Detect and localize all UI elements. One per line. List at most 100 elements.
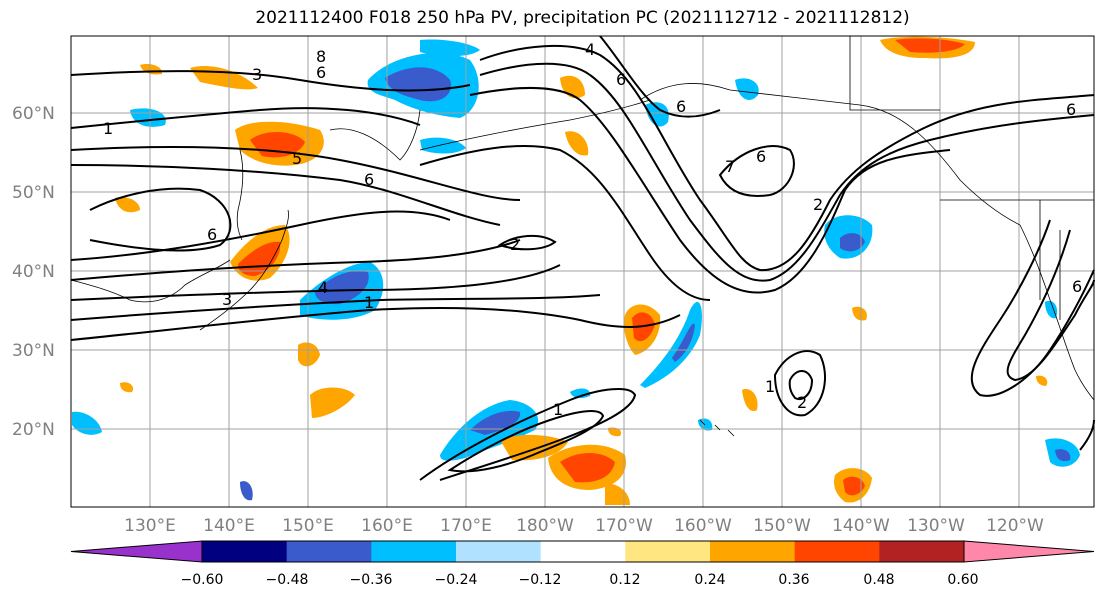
contour-label: 1 — [103, 119, 113, 138]
pv-contour — [70, 210, 451, 261]
contour-label: 6 — [1066, 100, 1076, 119]
contour-label: 6 — [207, 225, 217, 244]
precip-positive-area — [742, 389, 758, 412]
colorbar-segment — [625, 541, 711, 562]
contour-label: 1 — [364, 293, 374, 312]
pv-contour — [479, 62, 1095, 282]
colorbar-segment — [540, 541, 626, 562]
pv-contour — [479, 44, 1095, 272]
contour-label: 6 — [316, 63, 326, 82]
pv-contour — [70, 146, 521, 201]
colorbar-tick-label: −0.48 — [266, 572, 309, 588]
contour-label: 2 — [813, 195, 823, 214]
precip-positive-area — [1036, 375, 1048, 386]
pv-contour — [419, 388, 637, 481]
contour-label: 6 — [616, 70, 626, 89]
precip-negative-area — [1055, 449, 1071, 462]
lon-label: 170°W — [595, 516, 653, 536]
lat-label: 50°N — [12, 183, 55, 203]
precip-negative-area — [385, 67, 451, 102]
lon-label: 150°W — [753, 516, 811, 536]
pv-contour — [70, 307, 681, 341]
precip-positive-area — [560, 453, 615, 483]
colorbar-segments — [70, 540, 1095, 563]
colorbar-segment — [286, 541, 372, 562]
lat-label: 40°N — [12, 262, 55, 282]
coastline-aleutians — [419, 99, 651, 151]
map-title: 2021112400 F018 250 hPa PV, precipitatio… — [255, 8, 910, 28]
precip-positive-area — [298, 342, 320, 367]
coastline-hawaii — [699, 419, 735, 437]
colorbar-segment — [202, 541, 288, 562]
pv-contour — [788, 370, 814, 400]
contour-label: 3 — [222, 290, 232, 309]
lon-label: 180°W — [516, 516, 574, 536]
coastline-sakhalin — [236, 149, 244, 241]
colorbar-ticks: −0.60 −0.48 −0.36 −0.24 −0.12 0.12 0.24 … — [181, 572, 979, 588]
precip-negative-area — [420, 39, 480, 57]
contour-label: 4 — [318, 278, 328, 297]
pv-contour — [419, 145, 711, 301]
contour-label: 2 — [510, 235, 520, 254]
coastline-kamchatka — [329, 109, 421, 161]
pv-contour — [970, 219, 1095, 397]
precip-positive-area — [843, 476, 865, 496]
colorbar-tick-label: −0.12 — [519, 572, 562, 588]
lat-label: 60°N — [12, 104, 55, 124]
lon-label: 130°E — [124, 516, 176, 536]
coastline-alaska — [639, 83, 1021, 226]
colorbar-tick-label: 0.60 — [947, 572, 978, 588]
pv-contour — [70, 294, 601, 321]
contour-label: 5 — [292, 149, 302, 168]
contour-labels: 8 6 3 1 4 6 5 6 6 2 4 1 3 7 6 6 2 1 2 1 … — [103, 40, 1082, 419]
precip-negative-area — [645, 102, 669, 127]
precip-positive-area — [120, 382, 134, 393]
pv-contour — [70, 164, 501, 226]
pv-contour — [718, 145, 795, 197]
contour-label: 4 — [585, 40, 595, 59]
pv-contour — [70, 239, 521, 281]
precip-negative-area — [735, 78, 759, 100]
precip-negative-area — [240, 481, 253, 501]
precip-positive-area — [852, 306, 867, 321]
lon-label: 150°E — [282, 516, 334, 536]
lon-label: 120°W — [986, 516, 1044, 536]
precip-positive-area — [565, 131, 589, 156]
precip-negative-area — [570, 388, 591, 399]
coastline-japan — [199, 209, 289, 331]
contour-label: 6 — [364, 170, 374, 189]
contour-label: 2 — [797, 393, 807, 412]
colorbar-tick-label: 0.36 — [778, 572, 809, 588]
contour-label: 3 — [252, 65, 262, 84]
colorbar-tick-label: −0.60 — [181, 572, 224, 588]
colorbar-tick-label: 0.48 — [863, 572, 894, 588]
colorbar-tick-label: 0.24 — [694, 572, 725, 588]
colorbar-segment — [371, 541, 457, 562]
pv-contour — [1006, 229, 1095, 382]
contour-label: 7 — [725, 157, 735, 176]
colorbar-tick-label: −0.24 — [435, 572, 478, 588]
lon-label: 140°W — [832, 516, 890, 536]
contour-label: 8 — [316, 47, 326, 66]
latitude-labels: 60°N 50°N 40°N 30°N 20°N — [12, 104, 55, 440]
colorbar-segment — [456, 541, 542, 562]
pv-contour — [70, 107, 421, 129]
pv-contour — [469, 87, 951, 294]
lon-label: 160°E — [361, 516, 413, 536]
lon-label: 170°E — [440, 516, 492, 536]
colorbar-extend-min — [70, 540, 203, 563]
colorbar-extend-max — [963, 540, 1095, 563]
precip-negative-area — [672, 323, 695, 362]
coastline-asia — [70, 259, 231, 303]
contour-label: 1 — [765, 377, 775, 396]
lon-label: 140°E — [203, 516, 255, 536]
pv-contour — [773, 350, 826, 417]
map-border — [70, 35, 1095, 508]
pv-contour — [70, 264, 561, 301]
precip-negative-area — [840, 233, 865, 252]
colorbar-segment — [794, 541, 880, 562]
pv-contour — [89, 187, 232, 252]
contour-label: 6 — [1072, 277, 1082, 296]
